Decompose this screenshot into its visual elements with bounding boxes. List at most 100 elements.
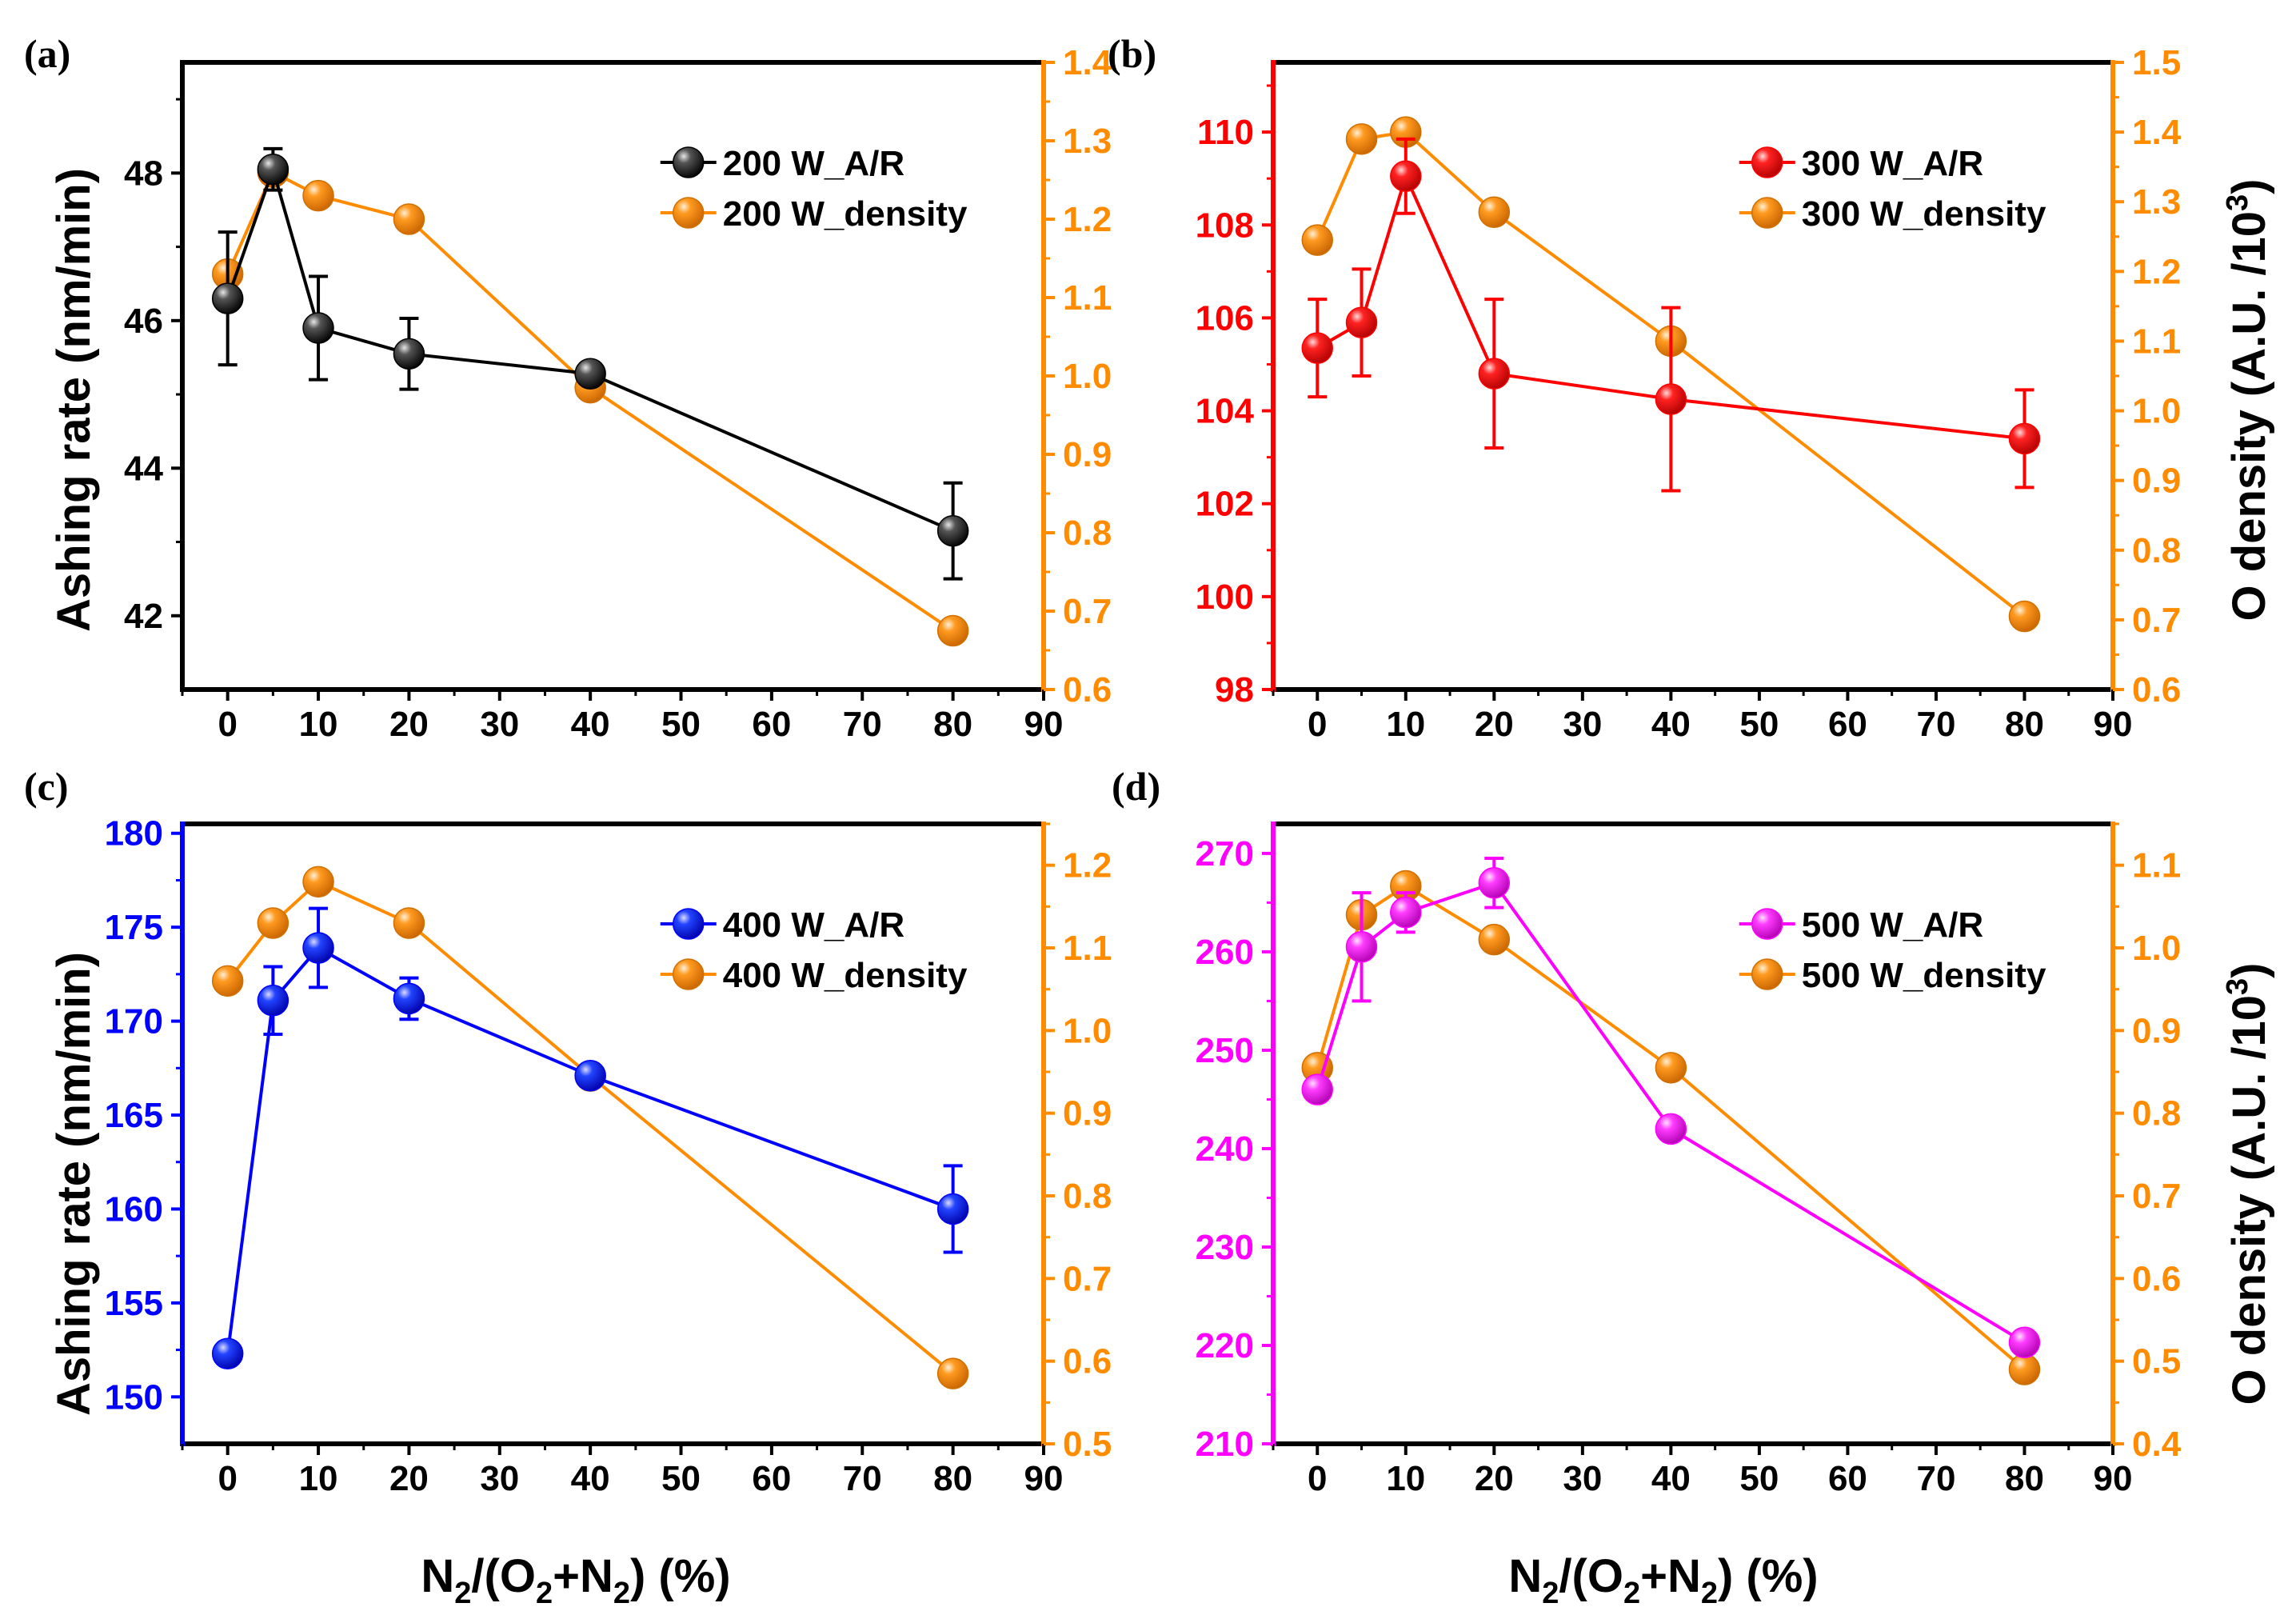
right-tick-label: 0.9 xyxy=(1063,435,1112,474)
left-tick-label: 102 xyxy=(1196,485,1254,524)
ar-point xyxy=(1478,867,1511,899)
right-tick-label: 1.2 xyxy=(1063,846,1112,885)
x-tick-label: 70 xyxy=(843,1459,882,1498)
density-point xyxy=(1478,923,1511,956)
density-point xyxy=(1345,123,1378,155)
x-tick-label: 60 xyxy=(752,705,791,744)
left-tick-label: 175 xyxy=(105,908,163,947)
panel-label: (a) xyxy=(24,31,70,76)
ar-point xyxy=(1390,896,1422,929)
legend-density-marker xyxy=(672,958,705,990)
density-point xyxy=(1478,196,1511,229)
y-title-right-main: O density (A.U. /10 xyxy=(2223,995,2275,1405)
x-tick-label: 40 xyxy=(571,1459,610,1498)
ar-point xyxy=(574,358,606,390)
x-tick-label: 40 xyxy=(571,705,610,744)
right-tick-label: 0.9 xyxy=(1063,1094,1112,1133)
xl-sub: 2 xyxy=(613,1577,630,1610)
ar-point xyxy=(211,1337,244,1370)
right-tick-label: 1.2 xyxy=(1063,200,1112,239)
x-tick-label: 50 xyxy=(1739,1459,1779,1498)
right-tick-label: 1.3 xyxy=(1063,122,1112,161)
right-tick-label: 0.9 xyxy=(2132,1011,2181,1050)
legend-ar-marker xyxy=(672,146,705,178)
right-tick-label: 0.5 xyxy=(2132,1342,2181,1381)
right-tick-label: 1.1 xyxy=(1063,278,1112,318)
ar-point xyxy=(1655,383,1687,415)
left-tick-label: 110 xyxy=(1197,113,1254,152)
right-tick-label: 0.8 xyxy=(2132,531,2181,570)
ar-point xyxy=(393,338,425,370)
left-tick-label: 180 xyxy=(105,814,163,853)
ar-point xyxy=(1301,1073,1334,1105)
xl-pct: ) (%) xyxy=(630,1550,731,1602)
density-point xyxy=(211,965,244,997)
x-tick-label: 10 xyxy=(299,1459,338,1498)
panel-a: (a) 0 10 20 30 40 50 60 70 80 90 42 44 46 48 0.6 0.7 0.8… xyxy=(24,31,1112,744)
ar-point xyxy=(257,985,289,1017)
x-tick-label: 90 xyxy=(2094,705,2133,744)
right-tick-label: 1.3 xyxy=(2132,182,2181,222)
left-tick-label: 270 xyxy=(1196,834,1254,873)
right-tick-label: 0.5 xyxy=(1063,1425,1112,1464)
x-tick-label: 0 xyxy=(218,1459,237,1498)
left-tick-label: 98 xyxy=(1215,670,1254,710)
y-title-right-close: ) xyxy=(2223,179,2275,194)
x-tick-label: 30 xyxy=(480,1459,519,1498)
density-point xyxy=(302,179,334,212)
x-tick-label: 30 xyxy=(1563,705,1602,744)
y-title-right-close: ) xyxy=(2223,963,2275,978)
left-tick-label: 250 xyxy=(1196,1031,1254,1070)
left-tick-label: 104 xyxy=(1196,392,1255,431)
y-title-right-sup: 3 xyxy=(2221,194,2254,211)
left-tick-label: 48 xyxy=(124,154,163,193)
xl-n: N xyxy=(421,1550,454,1602)
right-tick-label: 0.8 xyxy=(1063,514,1112,553)
y-axis-title-right-top: O density (A.U. /103) xyxy=(2221,179,2275,622)
xl-o: /(O xyxy=(1559,1550,1623,1602)
x-tick-label: 80 xyxy=(2005,705,2044,744)
ar-point xyxy=(1345,306,1378,338)
legend-ar-label: 500 W_A/R xyxy=(1802,905,1983,945)
right-tick-label: 0.6 xyxy=(2132,1259,2181,1298)
x-tick-label: 50 xyxy=(661,1459,701,1498)
legend-density-label: 500 W_density xyxy=(1802,956,2046,995)
x-tick-label: 40 xyxy=(1651,1459,1691,1498)
density-point xyxy=(936,1357,969,1389)
x-tick-label: 90 xyxy=(2094,1459,2133,1498)
x-tick-label: 20 xyxy=(389,705,429,744)
ar-point xyxy=(1345,931,1378,963)
ar-point xyxy=(1390,160,1422,193)
xl-sub: 2 xyxy=(1701,1577,1718,1610)
ar-point xyxy=(2008,1326,2041,1359)
x-tick-label: 30 xyxy=(1563,1459,1602,1498)
right-tick-label: 1.2 xyxy=(2132,252,2181,291)
xl-sub: 2 xyxy=(1623,1577,1640,1610)
right-tick-label: 0.7 xyxy=(2132,601,2181,640)
xl-pct: ) (%) xyxy=(1718,1550,1819,1602)
panel-label: (c) xyxy=(24,764,69,809)
y-title-right-main: O density (A.U. /10 xyxy=(2223,211,2275,621)
panel-b: (b) 0 10 20 30 40 50 60 70 80 90 98 100 102 104 106 108… xyxy=(1108,31,2182,744)
legend-ar-label: 400 W_A/R xyxy=(723,905,904,945)
x-tick-label: 60 xyxy=(1828,705,1867,744)
y-axis-title-right-bottom: O density (A.U. /103) xyxy=(2221,963,2275,1405)
right-tick-label: 1.0 xyxy=(1063,1011,1112,1050)
ar-point xyxy=(574,1059,606,1092)
right-tick-label: 0.7 xyxy=(1063,592,1112,631)
ar-point xyxy=(936,514,969,547)
legend-density-marker xyxy=(1751,958,1783,990)
left-tick-label: 165 xyxy=(105,1096,163,1135)
x-tick-label: 10 xyxy=(1386,705,1425,744)
ar-point xyxy=(257,153,289,186)
xl-sub: 2 xyxy=(536,1577,553,1610)
right-tick-label: 0.9 xyxy=(2132,462,2181,501)
y-axis-title-left-top: Ashing rate (nm/min) xyxy=(48,168,100,632)
ar-point xyxy=(936,1193,969,1225)
right-tick-label: 0.7 xyxy=(2132,1177,2181,1216)
left-tick-label: 106 xyxy=(1196,298,1254,338)
density-point xyxy=(1655,1052,1687,1084)
x-tick-label: 70 xyxy=(1916,705,1955,744)
xl-n: N xyxy=(1508,1550,1542,1602)
density-point xyxy=(257,907,289,939)
